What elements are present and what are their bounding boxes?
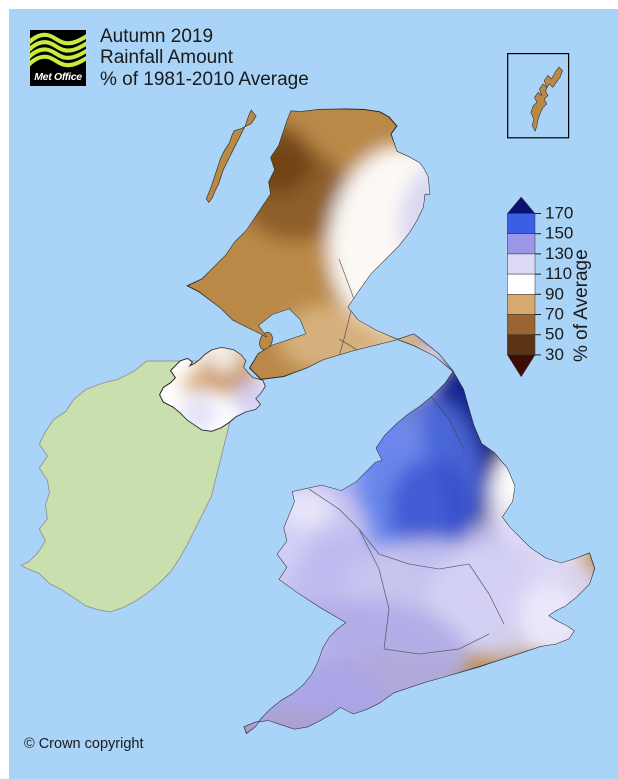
svg-text:90: 90 bbox=[545, 284, 564, 303]
svg-text:70: 70 bbox=[545, 305, 564, 324]
svg-text:130: 130 bbox=[545, 244, 573, 263]
svg-text:150: 150 bbox=[545, 224, 573, 243]
svg-text:30: 30 bbox=[545, 345, 564, 364]
svg-text:50: 50 bbox=[545, 325, 564, 344]
svg-text:110: 110 bbox=[545, 264, 572, 283]
svg-text:% of Average: % of Average bbox=[571, 249, 592, 362]
svg-text:170: 170 bbox=[545, 204, 573, 223]
